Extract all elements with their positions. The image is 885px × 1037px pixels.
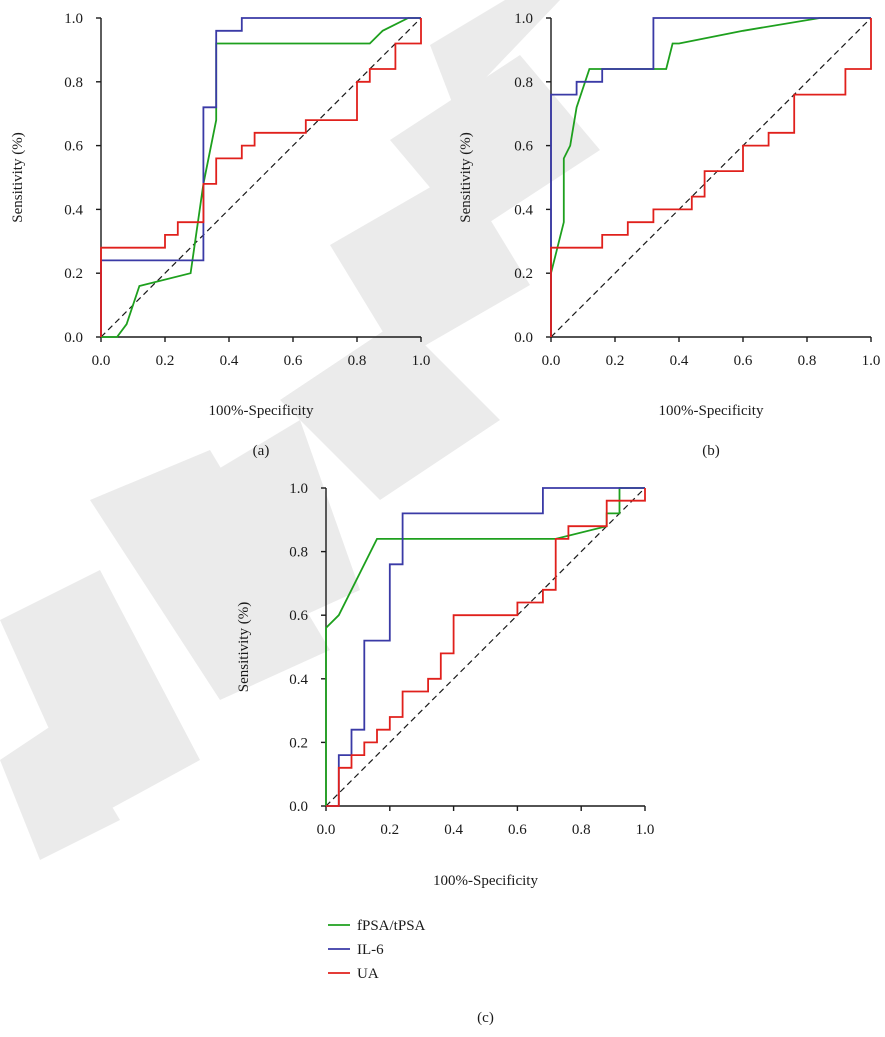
x-tick-label: 0.0: [92, 353, 111, 369]
y-tick-label: 0.8: [64, 75, 83, 91]
x-tick-label: 0.0: [542, 353, 561, 369]
y-tick-label: 0.6: [289, 608, 308, 624]
roc-panel-b: 0.0 0.0 0.2 0.2 0.4 0.4 0.6 0.6 0.8 0.8 1.0 1.0 100%…: [458, 11, 880, 459]
legend-label: fPSA/tPSA: [357, 918, 426, 934]
x-tick-label: 0.4: [670, 353, 689, 369]
x-axis-label: 100%-Specificity: [209, 403, 314, 419]
panel-label: (c): [477, 1010, 494, 1026]
series-line-fpsa-tpsa: [101, 17, 421, 338]
y-axis-label: Sensitivity (%): [458, 132, 474, 222]
y-tick-label: 1.0: [64, 11, 83, 27]
x-axis-label: 100%-Specificity: [433, 873, 538, 889]
y-tick-label: 0.8: [289, 545, 308, 561]
y-tick-label: 1.0: [514, 11, 533, 27]
series-line-fpsa-tpsa: [550, 17, 871, 337]
x-tick-label: 1.0: [862, 353, 881, 369]
x-tick-label: 0.2: [156, 353, 175, 369]
x-tick-label: 0.4: [444, 822, 463, 838]
x-axis-label: 100%-Specificity: [659, 403, 764, 419]
series-line-il-6: [326, 487, 645, 807]
series-line-ua: [326, 488, 646, 807]
y-tick-label: 0.2: [289, 735, 308, 751]
series-line-il-6: [100, 17, 421, 337]
y-tick-label: 0.2: [64, 266, 83, 282]
x-tick-label: 0.2: [380, 822, 399, 838]
x-tick-label: 0.4: [220, 353, 239, 369]
y-tick-label: 0.6: [64, 139, 83, 155]
y-tick-label: 0.4: [289, 672, 308, 688]
x-tick-label: 1.0: [636, 822, 655, 838]
y-tick-label: 0.0: [64, 330, 83, 346]
y-tick-label: 0.0: [289, 799, 308, 815]
y-tick-label: 0.4: [514, 202, 533, 218]
y-tick-label: 0.2: [514, 266, 533, 282]
series-line-ua: [100, 18, 422, 337]
panel-label: (b): [702, 443, 720, 459]
x-tick-label: 0.0: [317, 822, 336, 838]
x-tick-label: 0.6: [508, 822, 527, 838]
legend-label: IL-6: [357, 942, 384, 958]
y-axis-label: Sensitivity (%): [10, 132, 26, 222]
reference-diagonal: [325, 487, 646, 807]
x-tick-label: 0.2: [606, 353, 625, 369]
reference-diagonal: [100, 17, 422, 338]
y-axis-label: Sensitivity (%): [236, 602, 252, 692]
y-tick-label: 0.8: [514, 75, 533, 91]
series-line-ua: [550, 18, 872, 337]
x-tick-label: 0.8: [572, 822, 591, 838]
legend: fPSA/tPSA IL-6 UA: [328, 918, 426, 982]
roc-panel-a: 0.0 0.0 0.2 0.2 0.4 0.4 0.6 0.6 0.8 0.8 1.0 1.0 100%…: [10, 11, 430, 459]
y-tick-label: 0.0: [514, 330, 533, 346]
reference-diagonal: [550, 17, 872, 338]
roc-panel-c: 0.0 0.0 0.2 0.2 0.4 0.4 0.6 0.6 0.8 0.8 1.0 1.0 100%…: [236, 481, 654, 1026]
x-tick-label: 0.6: [284, 353, 303, 369]
y-tick-label: 1.0: [289, 481, 308, 497]
legend-label: UA: [357, 966, 379, 982]
y-tick-label: 0.6: [514, 139, 533, 155]
x-tick-label: 1.0: [412, 353, 431, 369]
x-tick-label: 0.6: [734, 353, 753, 369]
panel-label: (a): [253, 443, 270, 459]
series-line-il-6: [550, 17, 871, 337]
y-tick-label: 0.4: [64, 202, 83, 218]
x-tick-label: 0.8: [798, 353, 817, 369]
x-tick-label: 0.8: [348, 353, 367, 369]
retracted-watermark: [0, 0, 600, 860]
